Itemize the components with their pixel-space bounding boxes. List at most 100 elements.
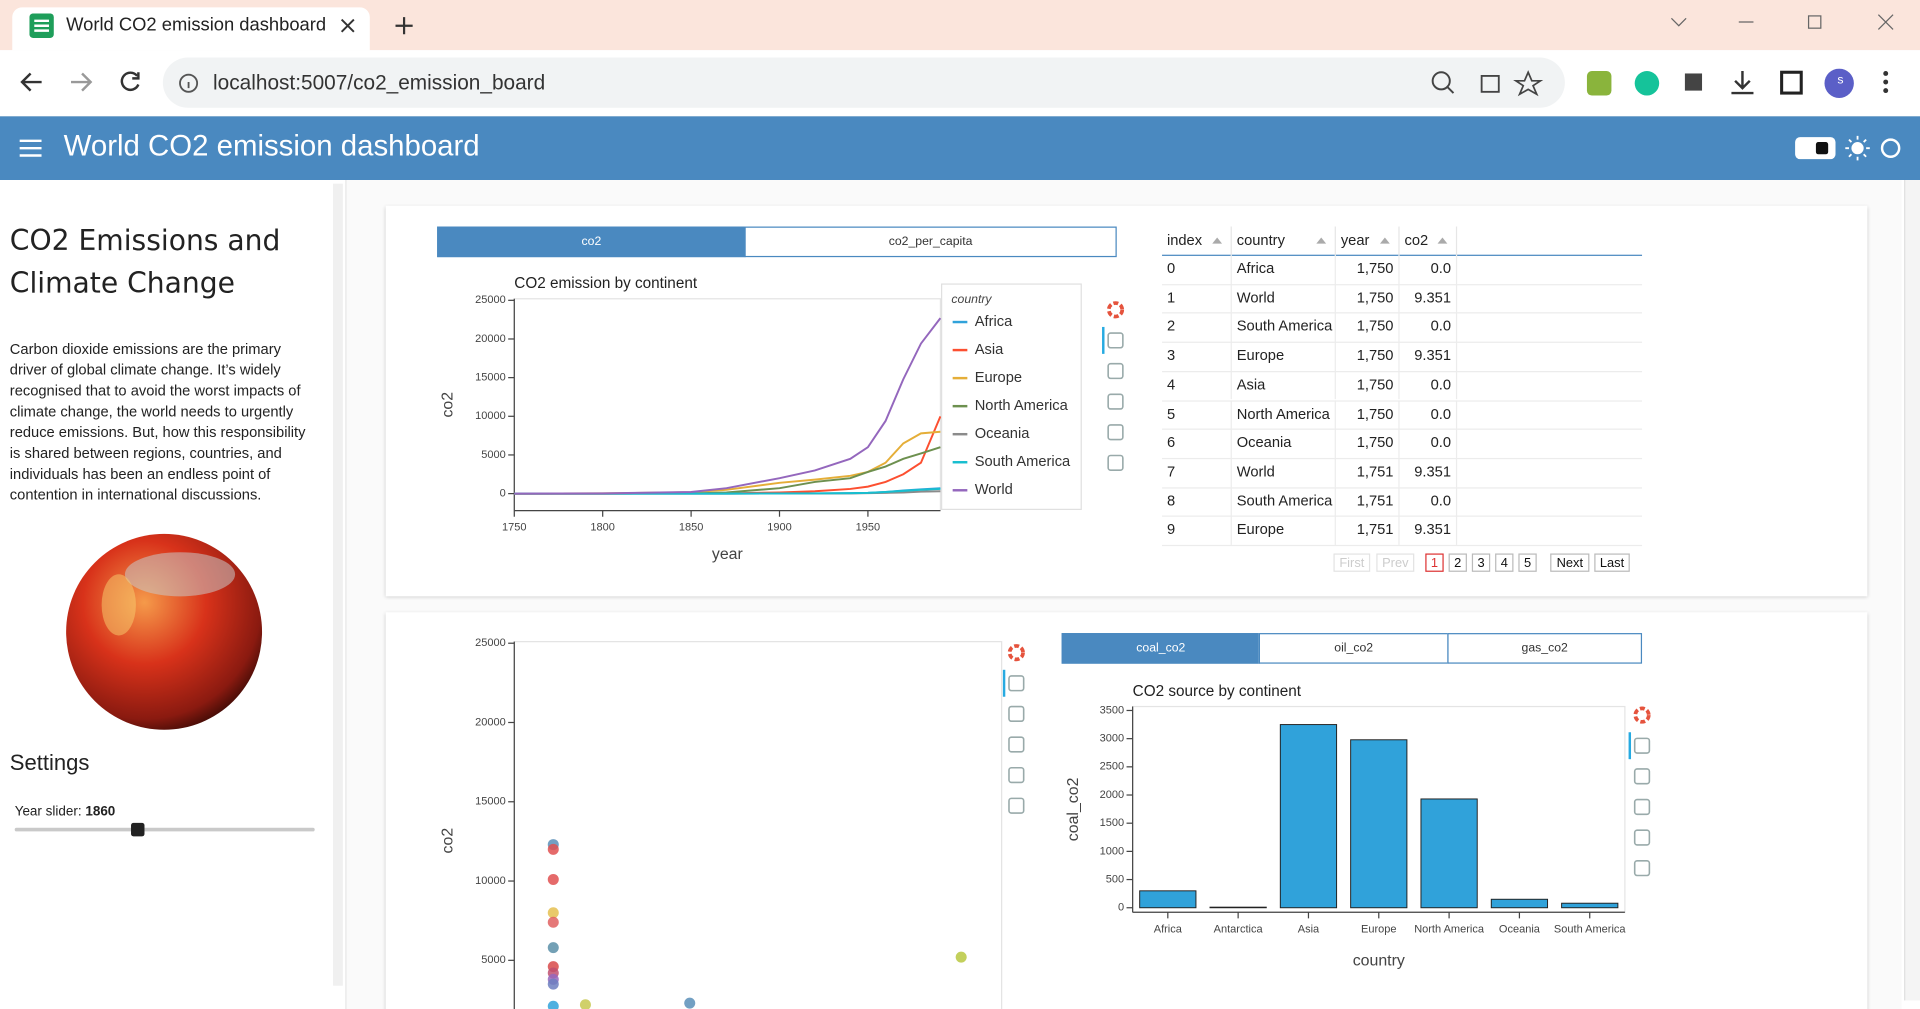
tab-button[interactable]: gas_co2 xyxy=(1447,633,1643,664)
sidebar-description: Carbon dioxide emissions are the primary… xyxy=(9,340,306,504)
page-button[interactable]: 3 xyxy=(1471,553,1491,572)
bar xyxy=(1279,724,1338,909)
table-cell: 4 xyxy=(1162,370,1232,400)
slider-label: Year slider: 1860 xyxy=(15,804,116,819)
nav-buttons[interactable] xyxy=(17,69,152,96)
table-row-line xyxy=(1162,515,1643,518)
table-cell: 0.0 xyxy=(1400,399,1458,429)
table-cell: 3 xyxy=(1162,341,1232,371)
toolbar-icon[interactable] xyxy=(1008,766,1025,784)
tab-button[interactable]: co2 xyxy=(437,226,746,258)
theme-controls[interactable] xyxy=(1794,135,1907,162)
table-cell: South America xyxy=(1232,486,1336,516)
plot-frame xyxy=(513,298,942,512)
table-cell: 9.351 xyxy=(1400,515,1458,545)
slider-handle[interactable] xyxy=(131,822,145,837)
table-cell: South America xyxy=(1232,312,1336,342)
scatter-point xyxy=(547,916,559,928)
x-tick-label: 1950 xyxy=(856,522,881,534)
toolbar-icon[interactable] xyxy=(1107,362,1124,380)
toolbar-icon[interactable] xyxy=(1633,829,1651,846)
legend-label: North America xyxy=(975,398,1069,414)
menu-icon[interactable] xyxy=(19,138,42,158)
page-button[interactable]: 5 xyxy=(1518,553,1537,572)
page-button[interactable]: 4 xyxy=(1495,553,1514,572)
tab-button[interactable]: coal_co2 xyxy=(1061,633,1261,664)
toolbar-icon[interactable] xyxy=(1633,798,1651,816)
page-button[interactable]: 1 xyxy=(1425,553,1444,572)
legend-title: country xyxy=(951,292,992,306)
table-cell: 0.0 xyxy=(1400,312,1458,342)
sidebar-scrollbar[interactable] xyxy=(333,183,343,986)
browser-tab[interactable] xyxy=(12,7,370,51)
toolbar-icon[interactable] xyxy=(1633,768,1651,785)
x-tick-label: North America xyxy=(1414,923,1485,935)
column-header[interactable]: co2 xyxy=(1400,226,1458,255)
y-tick-label: 10000 xyxy=(475,410,506,422)
tab-close[interactable] xyxy=(338,16,358,36)
sort-arrow xyxy=(1437,237,1448,244)
x-tick-label: 1850 xyxy=(679,522,704,534)
tab-button[interactable]: co2_per_capita xyxy=(744,226,1117,258)
y-tick-label: 3500 xyxy=(1100,704,1125,716)
page-button[interactable]: Last xyxy=(1594,553,1630,572)
page-button[interactable]: 2 xyxy=(1448,553,1467,572)
address-bar[interactable] xyxy=(162,57,1565,108)
scatter-point xyxy=(955,951,967,963)
column-header[interactable]: year xyxy=(1336,226,1400,255)
line-series xyxy=(514,317,942,495)
window-controls xyxy=(1670,14,1894,30)
sort-arrow xyxy=(1316,237,1327,244)
page-button[interactable]: Next xyxy=(1550,553,1590,572)
toolbar-icon[interactable] xyxy=(1008,736,1025,753)
page-button[interactable]: First xyxy=(1333,553,1371,572)
table-row-line xyxy=(1162,399,1643,402)
y-axis-label: coal_co2 xyxy=(1065,777,1082,841)
table-cell: 9.351 xyxy=(1400,457,1458,487)
table-row-line xyxy=(1162,486,1643,489)
y-tick-label: 15000 xyxy=(475,372,506,384)
table-cell: Oceania xyxy=(1232,428,1336,458)
table-cell: 1,751 xyxy=(1336,486,1400,516)
new-tab[interactable] xyxy=(393,15,415,37)
sort-arrow xyxy=(1212,237,1223,244)
toolbar-icon[interactable] xyxy=(1633,860,1651,877)
x-tick-label: Asia xyxy=(1298,923,1320,935)
y-tick-label: 500 xyxy=(1106,873,1124,885)
toolbar-logo xyxy=(1007,644,1025,662)
app-header xyxy=(0,116,1920,181)
toolbar-icon[interactable] xyxy=(1107,424,1124,441)
tab-favicon xyxy=(29,13,54,38)
tab-title: World CO2 emission dashboard xyxy=(66,14,327,36)
legend-label: Asia xyxy=(975,342,1004,358)
page-button[interactable]: Prev xyxy=(1376,553,1415,572)
toolbar-icon[interactable] xyxy=(1107,393,1124,410)
y-axis-label: co2 xyxy=(439,392,456,418)
bar xyxy=(1139,890,1197,909)
table-cell: 0.0 xyxy=(1400,370,1458,400)
table-header-line xyxy=(1162,254,1643,256)
table-cell: Europe xyxy=(1232,341,1336,371)
legend-label: Africa xyxy=(975,314,1013,330)
table-cell: 2 xyxy=(1162,312,1232,342)
toolbar-icon[interactable] xyxy=(1008,705,1025,723)
toolbar-icon[interactable] xyxy=(1008,675,1025,692)
toolbar-logo xyxy=(1106,301,1125,319)
toolbar-icon[interactable] xyxy=(1107,332,1124,349)
table-cell: 1,750 xyxy=(1336,428,1400,458)
toolbar-icon[interactable] xyxy=(1008,797,1025,814)
data-table: index country year co2 0 Africa 1,750 0.0 1 World… xyxy=(1162,226,1643,576)
main-scrollbar[interactable] xyxy=(1904,180,1920,1001)
toolbar-icon[interactable] xyxy=(1107,454,1124,472)
site-info-icon[interactable] xyxy=(178,72,200,94)
table-cell: 7 xyxy=(1162,457,1232,487)
toolbar-icons xyxy=(1431,68,1889,98)
legend-label: Oceania xyxy=(975,426,1031,442)
plot-frame xyxy=(513,641,1003,1009)
column-header[interactable]: country xyxy=(1232,226,1336,255)
column-header[interactable]: index xyxy=(1162,226,1232,255)
slider-track[interactable] xyxy=(14,827,315,832)
toolbar-icon[interactable] xyxy=(1633,737,1651,754)
x-axis-label: country xyxy=(1353,952,1405,969)
